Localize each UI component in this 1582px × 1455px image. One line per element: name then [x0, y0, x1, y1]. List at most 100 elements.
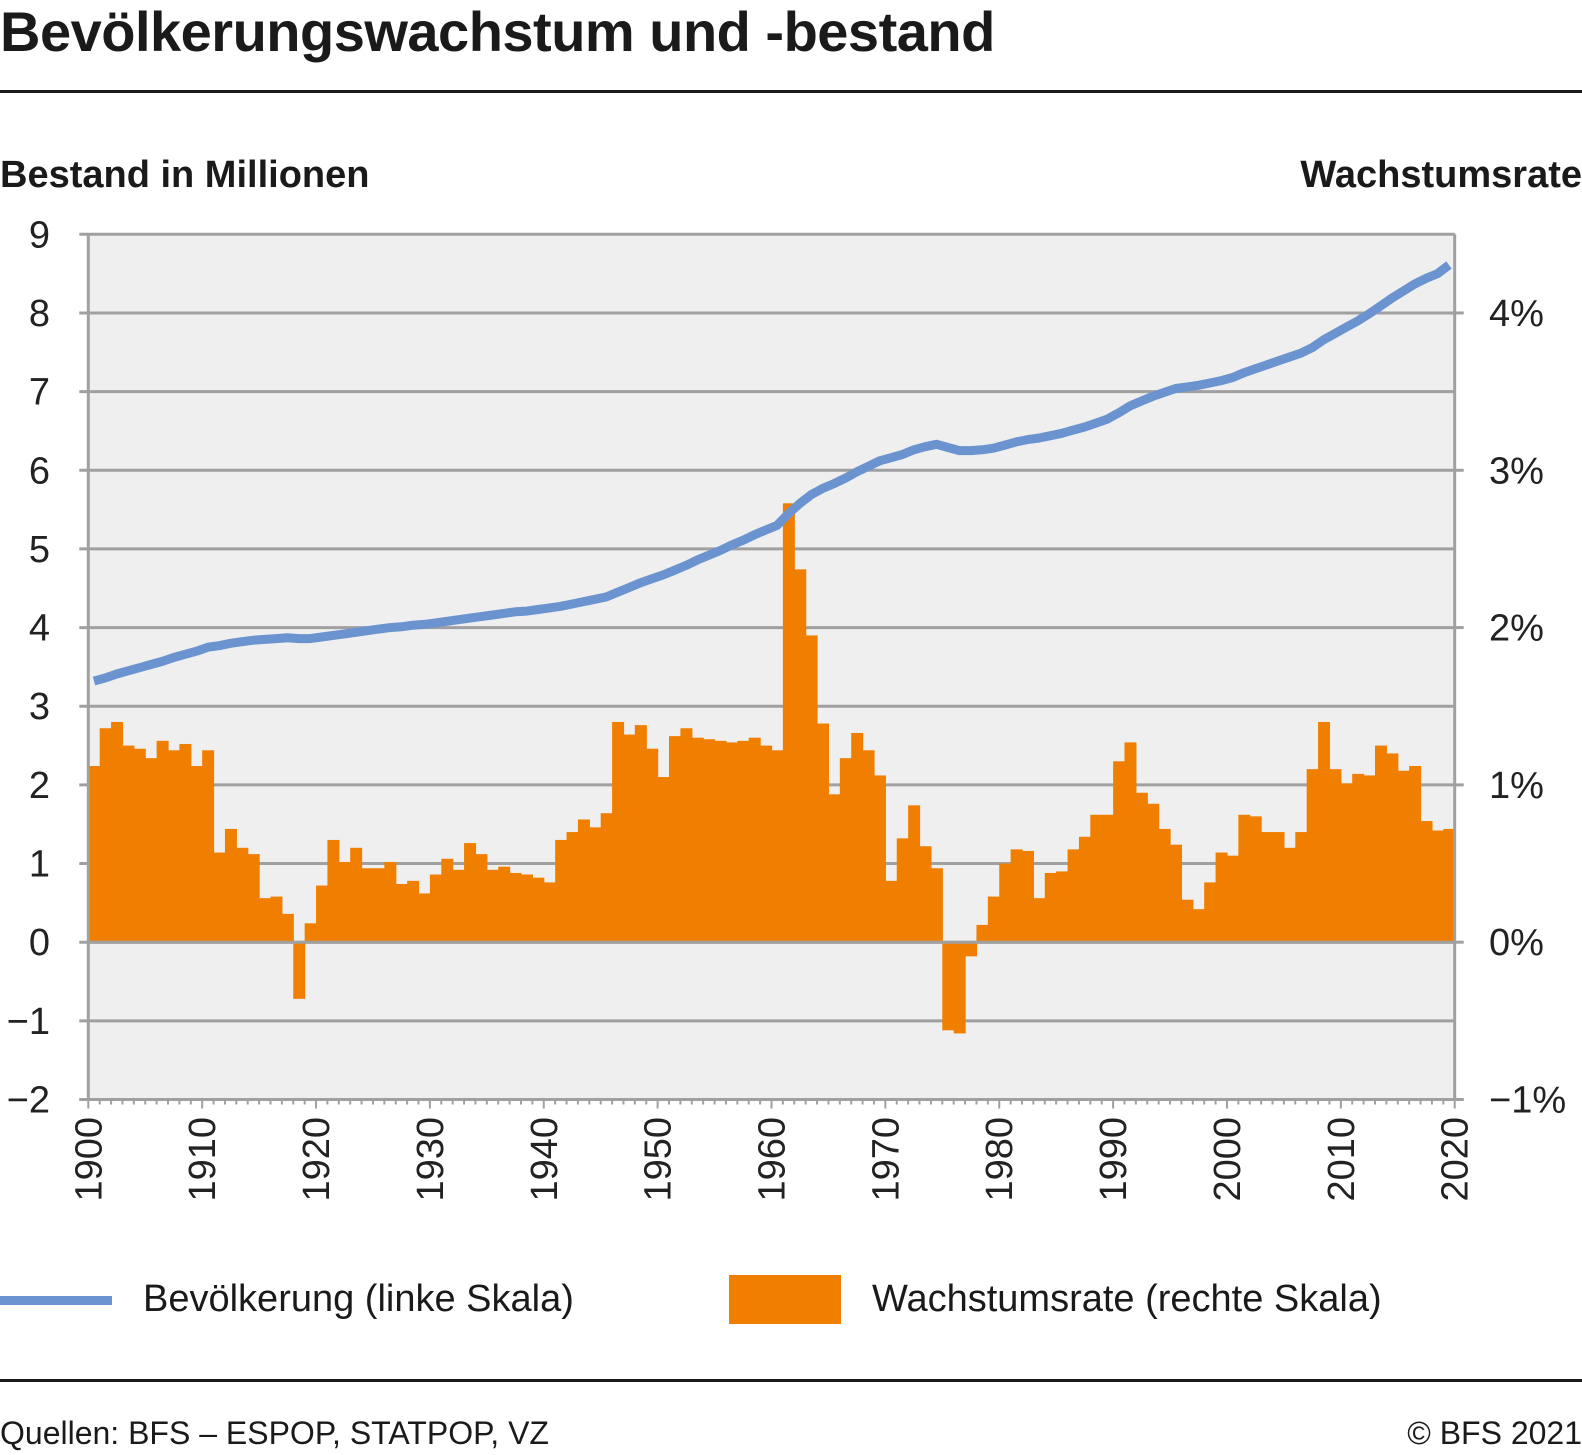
growth-bar — [1409, 766, 1422, 943]
growth-bar — [316, 885, 329, 943]
growth-bar — [1022, 850, 1034, 943]
growth-bar — [862, 750, 875, 943]
left-tick-label: −2 — [7, 1080, 50, 1122]
growth-bar — [805, 635, 818, 943]
right-tick-label: 4% — [1489, 293, 1544, 335]
left-tick-label: 4 — [29, 608, 50, 650]
growth-bar — [1135, 792, 1148, 943]
left-tick-label: 1 — [29, 844, 50, 886]
x-tick-label: 1910 — [182, 1117, 224, 1202]
title-divider — [0, 90, 1582, 93]
right-axis-title: Wachstumsrate — [1300, 154, 1582, 196]
growth-bar — [930, 868, 943, 943]
left-tick-label: 9 — [29, 214, 50, 256]
growth-bar — [99, 728, 112, 943]
growth-bar — [281, 913, 294, 943]
left-tick-label: 6 — [29, 450, 50, 492]
growth-bar — [1443, 828, 1456, 943]
growth-bar — [1078, 836, 1091, 943]
growth-bar — [737, 740, 750, 943]
copyright-note: © BFS 2021 — [1407, 1415, 1582, 1451]
growth-bar — [384, 861, 397, 943]
growth-bar — [88, 766, 101, 943]
x-tick-label: 1940 — [524, 1117, 566, 1202]
growth-bar — [691, 737, 704, 943]
right-tick-label: 3% — [1489, 450, 1544, 492]
source-note: Quellen: BFS – ESPOP, STATPOP, VZ — [0, 1415, 549, 1451]
growth-bar — [1204, 882, 1217, 943]
growth-bar — [1170, 844, 1183, 943]
growth-bar — [1340, 783, 1353, 943]
growth-bar — [1363, 775, 1376, 943]
growth-bar — [452, 869, 465, 943]
growth-bar — [372, 868, 385, 943]
growth-bar — [566, 832, 579, 943]
growth-bar — [304, 923, 317, 943]
growth-bar — [623, 734, 636, 943]
growth-bar — [509, 872, 522, 943]
growth-bar — [657, 777, 670, 943]
growth-bar — [111, 721, 124, 943]
growth-bar — [498, 866, 511, 943]
legend-population-label: Bevölkerung (linke Skala) — [143, 1278, 574, 1320]
left-tick-label: 2 — [29, 765, 50, 807]
growth-bar — [1261, 832, 1274, 943]
growth-bar — [1010, 849, 1023, 943]
growth-bar — [1056, 871, 1069, 943]
growth-bar — [1318, 721, 1331, 943]
right-tick-label: −1% — [1489, 1080, 1566, 1122]
x-tick-label: 1920 — [296, 1117, 338, 1202]
growth-bar — [133, 748, 146, 943]
growth-bar — [577, 819, 590, 943]
left-tick-label: 7 — [29, 372, 50, 414]
growth-bar — [270, 896, 283, 943]
growth-bar — [589, 827, 602, 943]
growth-bar — [532, 877, 545, 943]
x-tick-label: 1970 — [865, 1117, 907, 1202]
left-tick-label: −1 — [7, 1001, 50, 1043]
growth-bar — [1386, 753, 1399, 943]
growth-bar — [1147, 803, 1160, 943]
growth-bar — [361, 868, 374, 943]
growth-bar — [748, 737, 761, 943]
growth-bar — [259, 898, 272, 943]
growth-bar — [600, 813, 613, 943]
growth-bar — [247, 854, 260, 943]
growth-bar — [760, 745, 773, 943]
growth-bar — [646, 748, 659, 943]
legend-growth-label: Wachstumsrate (rechte Skala) — [872, 1278, 1382, 1320]
legend-population-swatch — [0, 1296, 112, 1305]
left-tick-label: 5 — [29, 529, 50, 571]
left-tick-label: 3 — [29, 686, 50, 728]
growth-bar — [1283, 847, 1296, 943]
growth-bar — [293, 942, 306, 999]
right-tick-label: 2% — [1489, 608, 1544, 650]
x-tick-label: 1950 — [638, 1117, 680, 1202]
growth-bar — [1397, 770, 1410, 943]
growth-bar — [725, 742, 738, 943]
growth-bar — [976, 924, 989, 943]
growth-bar — [817, 723, 830, 943]
growth-bar — [407, 880, 420, 943]
growth-bar — [794, 569, 807, 943]
growth-bar — [236, 847, 249, 943]
growth-bar — [965, 942, 978, 957]
growth-bar — [190, 766, 203, 943]
growth-bar — [828, 794, 841, 943]
growth-bar — [179, 743, 192, 943]
growth-bar — [771, 750, 784, 943]
population-line — [92, 261, 1452, 686]
growth-bar — [1249, 816, 1262, 943]
x-tick-label: 2020 — [1435, 1117, 1477, 1202]
growth-bar — [919, 846, 932, 943]
growth-bar — [464, 843, 477, 943]
growth-bar — [908, 805, 921, 943]
right-tick-label: 1% — [1489, 765, 1544, 807]
growth-bar — [555, 839, 568, 943]
growth-bar — [942, 942, 955, 1031]
growth-bar — [486, 869, 499, 943]
x-tick-label: 2010 — [1321, 1117, 1363, 1202]
combo-chart: 9 8 7 6 5 4 3 2 1 0 −1 −2 4% 3% 2% 1% 0% −1% 1900 1910 1920 1… — [7, 214, 1566, 1202]
growth-bar — [1272, 832, 1285, 943]
growth-bar — [202, 750, 215, 943]
